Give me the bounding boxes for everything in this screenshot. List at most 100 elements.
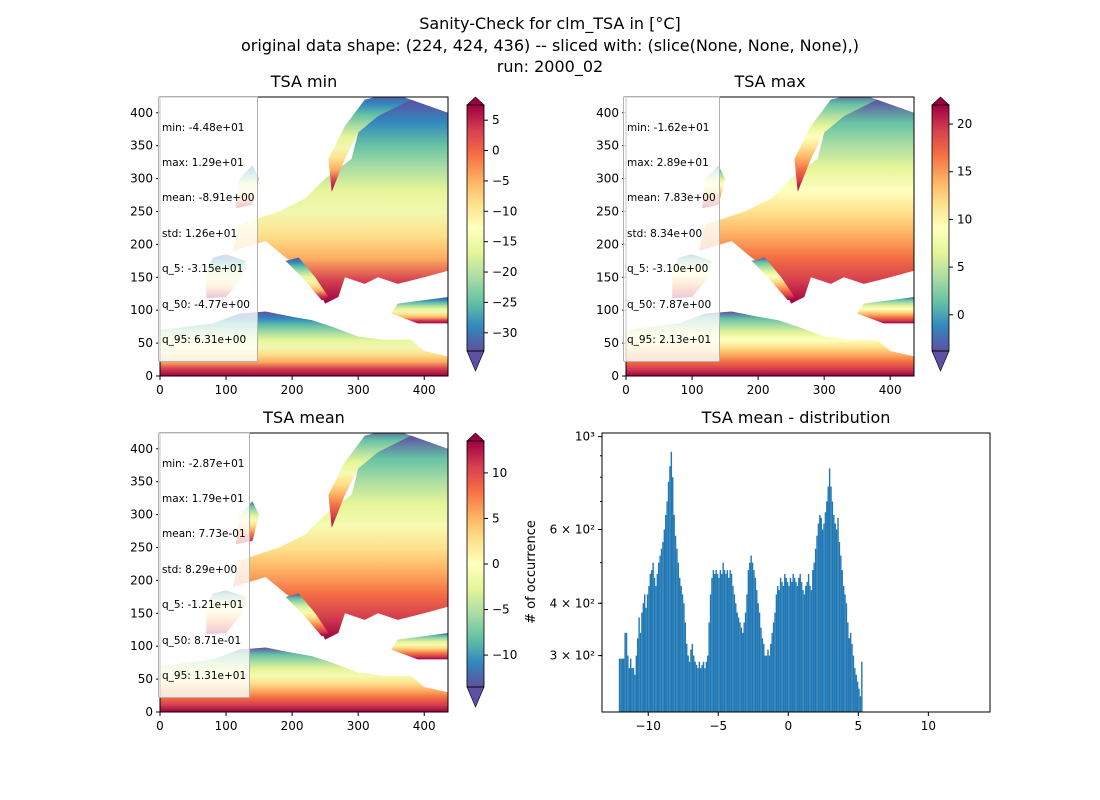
histogram-bar: [796, 585, 799, 712]
histogram-bar: [714, 573, 716, 712]
histogram-bar: [840, 555, 842, 712]
histogram-bar: [624, 632, 626, 712]
panel-title-tsa-max: TSA max: [734, 72, 806, 91]
x-tick-label: 100: [215, 719, 238, 733]
histogram-bar: [621, 658, 624, 712]
figure-title-line: original data shape: (224, 424, 436) -- …: [241, 36, 859, 55]
colorbar-extend-top: [466, 96, 485, 106]
x-tick-label: 400: [879, 383, 902, 397]
colorbar-frame: [931, 104, 950, 352]
histogram-bar: [623, 658, 625, 712]
land-mass: [794, 97, 878, 192]
x-tick-label: 300: [347, 719, 370, 733]
land-mass: [328, 433, 412, 528]
histogram-bar: [694, 661, 696, 712]
histogram-bar: [859, 696, 862, 712]
histogram-bar: [760, 627, 762, 712]
histogram-bar: [757, 603, 759, 712]
histogram-bar: [855, 674, 857, 712]
histogram-bar: [833, 514, 835, 712]
histogram-bar: [835, 529, 838, 712]
stat-line: std: 1.26e+01: [162, 227, 238, 240]
hist-x-tick-label: 0: [784, 719, 792, 733]
stat-line: q_5: -3.10e+00: [627, 263, 709, 276]
histogram-bar: [639, 632, 642, 712]
histogram-bar: [856, 681, 859, 712]
histogram-bar: [674, 535, 677, 712]
stat-line: max: 1.29e+01: [162, 156, 244, 169]
stat-line: mean: 7.83e+00: [627, 192, 716, 205]
stat-line: std: 8.29e+00: [162, 563, 238, 576]
histogram-bar: [707, 655, 709, 712]
histogram-ylabel: # of occurrence: [524, 520, 539, 624]
histogram-bar: [679, 577, 681, 712]
colorbar-extend-bottom: [931, 350, 950, 372]
histogram-bar: [666, 501, 668, 712]
histogram-bar: [736, 612, 738, 712]
histogram-bar: [644, 594, 646, 712]
histogram-bar: [680, 585, 682, 712]
histogram-bar: [634, 674, 636, 712]
land-mass: [857, 297, 914, 324]
y-tick-label: 250: [130, 540, 153, 554]
histogram-bar: [739, 622, 741, 712]
hist-y-tick-label: 3 × 10²: [550, 649, 596, 663]
histogram-bar: [688, 661, 691, 712]
y-tick-label: 50: [604, 336, 619, 350]
colorbar-tick-label: 5: [492, 511, 500, 525]
histogram-bar: [820, 517, 822, 712]
colorbar-tsa-min: 5 0 −5 −10 −15 −20 −25 −30: [466, 96, 517, 372]
colorbar-frame: [466, 104, 485, 352]
colorbar-tick-label: 0: [957, 308, 965, 322]
y-tick-label: 150: [596, 270, 619, 284]
histogram-bar: [665, 514, 667, 712]
colorbar-tick-label: −30: [492, 326, 517, 340]
histogram-bar: [800, 581, 803, 712]
histogram-bar: [702, 661, 705, 712]
y-tick-label: 0: [145, 705, 153, 719]
colorbar-tsa-max: 20 15 10 5 0: [931, 96, 972, 372]
hist-y-tick-label: 6 × 10²: [550, 523, 596, 537]
y-tick-label: 200: [130, 573, 153, 587]
histogram-bar: [687, 655, 689, 712]
histogram-bar: [705, 661, 708, 712]
histogram-bar: [813, 562, 815, 712]
histogram-bar: [809, 585, 811, 712]
colorbar-gradient: [932, 105, 949, 351]
y-tick-label: 0: [611, 369, 619, 383]
colorbar-tick-label: 20: [957, 117, 972, 131]
histogram-bar: [711, 577, 713, 712]
histogram-bar: [750, 555, 752, 712]
histogram-bar: [652, 562, 654, 712]
panel-title-tsa-mean: TSA mean: [263, 408, 345, 427]
histogram-title: TSA mean - distribution: [701, 408, 891, 427]
x-tick-label: 200: [747, 383, 770, 397]
histogram-bar: [726, 570, 729, 712]
y-tick-label: 350: [596, 139, 619, 153]
histogram-bar: [691, 643, 694, 712]
stat-line: q_50: 8.71e-01: [162, 634, 242, 647]
histogram-bar: [805, 585, 807, 712]
stat-line: q_5: -3.15e+01: [162, 263, 244, 276]
histogram-bar: [848, 638, 850, 712]
y-tick-label: 400: [130, 442, 153, 456]
colorbar-tick-label: 10: [957, 212, 972, 226]
histogram-bar: [751, 562, 754, 712]
histogram-bar: [807, 573, 810, 712]
stats-box-tsa-min: min: -4.48e+01 max: 1.29e+01 mean: -8.91…: [158, 96, 259, 362]
histogram-bar: [723, 570, 726, 712]
land-mass: [391, 297, 448, 324]
x-tick-label: 300: [813, 383, 836, 397]
histogram-bar: [789, 577, 792, 712]
hist-y-tick-label: 10³: [575, 430, 595, 444]
stat-line: q_5: -1.21e+01: [162, 599, 244, 612]
land-mass: [232, 435, 448, 640]
histogram-bar: [746, 594, 748, 712]
histogram-bar: [770, 643, 772, 712]
histogram-bar: [700, 668, 702, 712]
histogram-bar: [761, 638, 764, 712]
histogram-bar: [740, 627, 743, 712]
x-tick-label: 400: [413, 383, 436, 397]
histogram-bar: [845, 603, 848, 712]
histogram-bar: [763, 643, 765, 712]
